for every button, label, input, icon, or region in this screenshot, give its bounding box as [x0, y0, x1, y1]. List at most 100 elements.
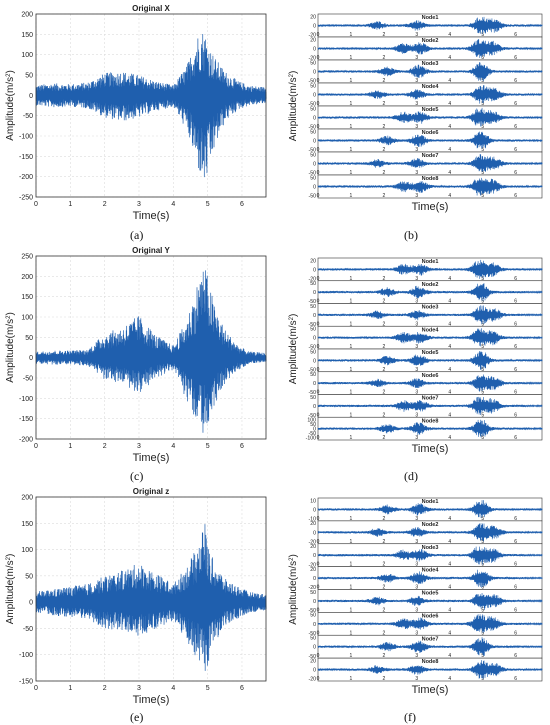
y-tick-label: -150: [19, 679, 33, 686]
x-tick-label: 0: [317, 412, 320, 418]
x-tick-label: 4: [448, 435, 451, 441]
node-title: Node1: [422, 259, 439, 265]
x-tick-label: 5: [481, 516, 484, 522]
x-tick-label: 0: [317, 585, 320, 591]
node-title: Node7: [422, 153, 439, 159]
node-signal-trace: [317, 396, 543, 416]
x-axis-label: Time(s): [412, 684, 449, 696]
signal-trace: [35, 33, 267, 178]
x-tick-label: 0: [317, 32, 320, 38]
x-tick-label: 5: [481, 412, 484, 418]
node-signal-trace: [317, 660, 543, 679]
y-tick-label: 50: [25, 573, 33, 580]
x-tick-label: 6: [514, 32, 517, 38]
y-axis-label: Amplitude(m/s2): [288, 314, 299, 385]
y-tick-label: -20: [309, 276, 317, 282]
x-tick-label: 0: [34, 443, 38, 450]
chart-title: Original Y: [132, 246, 170, 255]
x-tick-label: 3: [415, 78, 418, 84]
y-tick-label: 0: [313, 116, 316, 122]
node-signal-trace: [317, 177, 543, 196]
y-tick-label: 20: [310, 567, 316, 573]
x-tick-label: 0: [317, 193, 320, 199]
x-tick-label: 5: [481, 562, 484, 568]
node-signal-trace: [317, 614, 543, 633]
y-tick-label: 50: [310, 636, 316, 642]
x-tick-label: 5: [206, 685, 210, 692]
x-tick-label: 4: [448, 585, 451, 591]
y-tick-label: 0: [313, 313, 316, 319]
y-tick-label: -50: [309, 322, 317, 328]
x-tick-label: 3: [137, 443, 141, 450]
x-tick-label: 0: [317, 101, 320, 107]
x-tick-label: 2: [382, 276, 385, 282]
x-tick-label: 3: [137, 685, 141, 692]
x-tick-label: 1: [350, 435, 353, 441]
x-tick-label: 2: [382, 630, 385, 636]
y-tick-label: -20: [309, 539, 317, 545]
y-tick-label: 0: [29, 355, 33, 362]
x-tick-label: 1: [350, 78, 353, 84]
x-tick-label: 3: [415, 299, 418, 305]
y-tick-label: -100: [306, 436, 316, 442]
y-tick-label: 50: [25, 335, 33, 342]
x-tick-label: 4: [448, 562, 451, 568]
y-tick-label: 50: [310, 152, 316, 158]
x-tick-label: 0: [317, 344, 320, 350]
y-tick-label: 0: [313, 381, 316, 387]
node-title: Node4: [422, 84, 440, 90]
y-tick-label: -20: [309, 562, 317, 568]
y-tick-label: 0: [313, 507, 316, 513]
x-tick-label: 5: [481, 390, 484, 396]
x-tick-label: 2: [382, 32, 385, 38]
x-tick-label: 0: [317, 562, 320, 568]
x-tick-label: 6: [514, 147, 517, 153]
y-tick-label: 0: [313, 622, 316, 628]
x-tick-label: 1: [350, 299, 353, 305]
x-tick-label: 3: [415, 390, 418, 396]
x-tick-label: 2: [103, 443, 107, 450]
y-tick-label: 20: [310, 544, 316, 550]
x-tick-label: 4: [448, 101, 451, 107]
y-tick-label: 0: [313, 70, 316, 76]
node-title: Node7: [422, 396, 439, 402]
x-tick-label: 5: [481, 55, 484, 61]
x-tick-label: 3: [415, 101, 418, 107]
x-tick-label: 6: [514, 412, 517, 418]
x-tick-label: 6: [240, 201, 244, 208]
y-tick-label: -200: [19, 174, 33, 181]
y-tick-label: 0: [313, 599, 316, 605]
x-tick-label: 1: [350, 147, 353, 153]
panel-label-b: (b): [404, 228, 418, 242]
x-tick-label: 5: [481, 321, 484, 327]
x-tick-label: 5: [481, 585, 484, 591]
x-tick-label: 4: [448, 124, 451, 130]
node-title: Node8: [422, 659, 439, 665]
x-tick-label: 3: [415, 124, 418, 130]
x-tick-label: 6: [514, 321, 517, 327]
node-title: Node4: [422, 327, 440, 333]
y-tick-label: -50: [23, 376, 33, 383]
node-signal-trace: [317, 546, 543, 565]
x-tick-label: 4: [171, 201, 175, 208]
x-tick-label: 2: [382, 390, 385, 396]
y-tick-label: 20: [310, 37, 316, 43]
x-tick-label: 6: [514, 607, 517, 613]
x-tick-label: 3: [415, 539, 418, 545]
x-tick-label: 3: [415, 147, 418, 153]
x-tick-label: 4: [448, 344, 451, 350]
node-title: Node1: [422, 499, 439, 505]
node-signal-trace: [317, 85, 543, 104]
x-tick-label: 1: [350, 607, 353, 613]
y-tick-label: 0: [313, 185, 316, 191]
x-tick-label: 0: [317, 299, 320, 305]
x-tick-label: 3: [137, 201, 141, 208]
x-tick-label: 4: [448, 390, 451, 396]
x-tick-label: 3: [415, 367, 418, 373]
node-signal-trace: [317, 592, 543, 611]
x-tick-label: 3: [415, 412, 418, 418]
x-tick-label: 0: [317, 435, 320, 441]
y-tick-label: 20: [310, 521, 316, 527]
